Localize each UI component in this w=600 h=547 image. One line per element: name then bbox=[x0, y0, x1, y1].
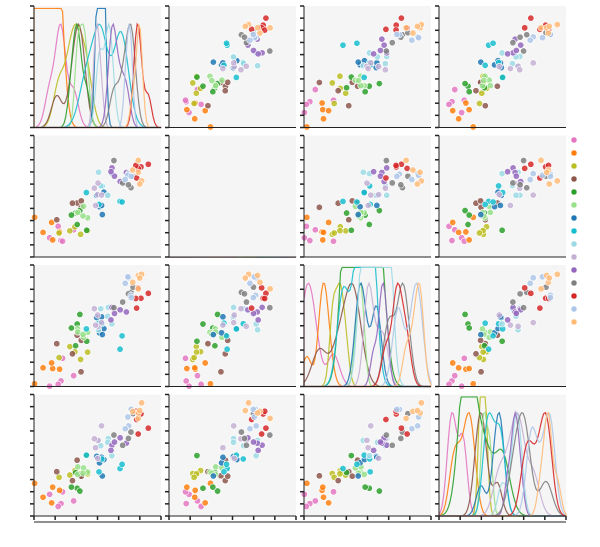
legend-marker bbox=[571, 150, 577, 156]
legend-marker bbox=[571, 189, 577, 195]
panel-r3-c2 bbox=[300, 395, 431, 521]
panel-r3-c3 bbox=[435, 395, 566, 521]
pairgrid-svg bbox=[0, 0, 600, 544]
panel-r1-c2 bbox=[300, 136, 431, 258]
panel-r1-c0 bbox=[30, 136, 161, 258]
panel-r3-c0 bbox=[30, 395, 161, 521]
legend-marker bbox=[571, 163, 577, 169]
panel-r0-c2 bbox=[300, 6, 431, 130]
legend-marker bbox=[571, 319, 577, 325]
legend-marker bbox=[571, 202, 577, 208]
panel-r0-c0 bbox=[30, 6, 161, 128]
legend-marker bbox=[571, 280, 577, 286]
legend-marker bbox=[571, 306, 577, 312]
panel-r2-c2 bbox=[300, 265, 431, 387]
panel-r1-c1 bbox=[165, 136, 296, 258]
panel-r0-c1 bbox=[165, 6, 296, 130]
legend-marker bbox=[571, 228, 577, 234]
legend-marker bbox=[571, 254, 577, 260]
legend-marker bbox=[571, 293, 577, 299]
pairgrid-figure bbox=[0, 0, 600, 547]
legend-marker bbox=[571, 267, 577, 273]
legend-marker bbox=[571, 215, 577, 221]
panel-r2-c3 bbox=[435, 265, 566, 389]
panel-r0-c3 bbox=[435, 6, 566, 130]
panel-r3-c1 bbox=[165, 395, 296, 521]
legend bbox=[571, 137, 577, 325]
legend-marker bbox=[571, 241, 577, 247]
legend-marker bbox=[571, 137, 577, 143]
panel-r2-c0 bbox=[30, 265, 161, 389]
panel-r1-c3 bbox=[435, 136, 566, 258]
panel-r2-c1 bbox=[165, 265, 296, 389]
legend-marker bbox=[571, 176, 577, 182]
